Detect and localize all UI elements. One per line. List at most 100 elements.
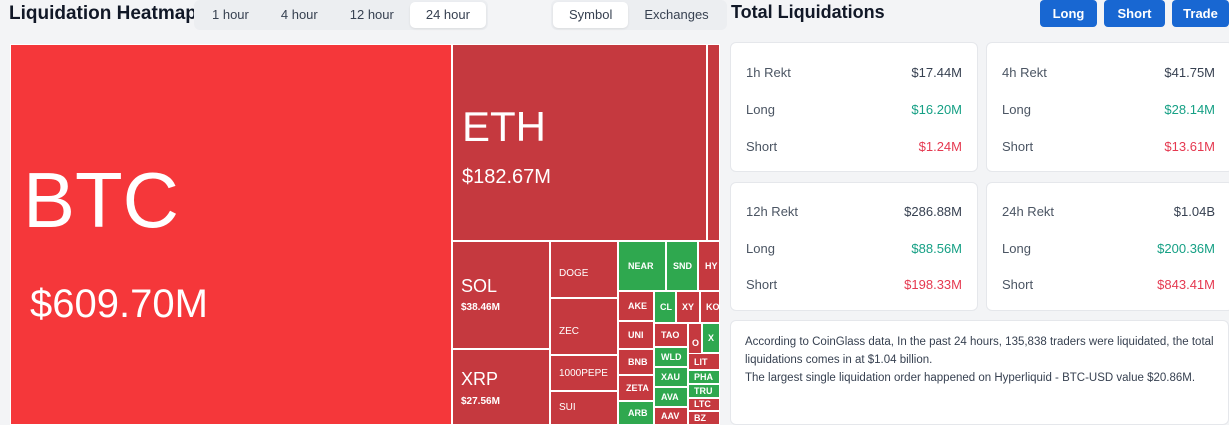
short-label: Short — [746, 277, 778, 292]
tile-symbol: LTC — [694, 399, 711, 409]
timeframe-selector: 1 hour 4 hour 12 hour 24 hour — [194, 0, 488, 30]
tile-doge[interactable]: DOGE — [550, 241, 618, 298]
trade-button[interactable]: Trade — [1172, 0, 1229, 27]
view-exchanges[interactable]: Exchanges — [644, 7, 709, 22]
rekt-card-1h: 1h Rekt $17.44M Long $16.20M Short $1.24M — [730, 42, 978, 172]
long-value: $16.20M — [911, 102, 962, 117]
tile-symbol: UNI — [628, 330, 644, 340]
short-value: $13.61M — [1164, 139, 1215, 154]
tile-btc[interactable]: BTC $609.70M — [10, 44, 452, 425]
short-button[interactable]: Short — [1104, 0, 1165, 27]
short-label: Short — [1002, 139, 1034, 154]
tile-hy[interactable]: HY — [698, 241, 720, 291]
tile-uni[interactable]: UNI — [618, 321, 654, 349]
tile-near[interactable]: NEAR — [618, 241, 666, 291]
tile-symbol: TRU — [694, 386, 713, 396]
tile-symbol: ZETA — [626, 383, 649, 393]
tile-value: $182.67M — [462, 166, 551, 188]
tile-1000pepe[interactable]: 1000PEPE — [550, 355, 618, 391]
summary-line-2: The largest single liquidation order hap… — [745, 372, 1196, 384]
tile-symbol: CL — [660, 302, 672, 312]
tile-symbol: BZ — [694, 413, 706, 423]
tile-symbol: HY — [705, 261, 718, 271]
tile-symbol: ETH — [462, 103, 546, 150]
tile-bz[interactable]: BZ — [688, 411, 720, 425]
tile-sui[interactable]: SUI — [550, 391, 618, 425]
tile-ltc[interactable]: LTC — [688, 398, 720, 411]
timeframe-1-hour[interactable]: 1 hour — [212, 7, 249, 22]
tile-wld[interactable]: WLD — [654, 347, 688, 367]
tile-ava[interactable]: AVA — [654, 387, 688, 407]
short-value: $1.24M — [918, 139, 962, 154]
tile-pha[interactable]: PHA — [688, 370, 720, 384]
tile-symbol: XY — [682, 302, 695, 312]
long-label: Long — [1002, 102, 1031, 117]
tile-zec[interactable]: ZEC — [550, 298, 618, 355]
long-value: $88.56M — [911, 241, 962, 256]
tile-symbol: DOGE — [559, 268, 589, 279]
tile-symbol: ZEC — [559, 326, 579, 337]
tile-symbol: TAO — [661, 330, 680, 340]
tile-partial[interactable] — [707, 44, 720, 241]
short-value: $198.33M — [904, 277, 962, 292]
tile-symbol: SUI — [559, 402, 576, 413]
tile-xy[interactable]: XY — [676, 291, 700, 323]
card-label: 4h Rekt — [1002, 65, 1047, 80]
tile-symbol: SOL — [461, 276, 498, 296]
tile-snd[interactable]: SND — [666, 241, 698, 291]
total-liquidations-title: Total Liquidations — [731, 2, 885, 22]
tile-symbol: NEAR — [628, 261, 654, 271]
liquidation-summary: According to CoinGlass data, In the past… — [730, 320, 1229, 425]
tile-ake[interactable]: AKE — [618, 291, 654, 321]
tile-tao[interactable]: TAO — [654, 323, 688, 347]
long-button[interactable]: Long — [1040, 0, 1097, 27]
tile-zeta[interactable]: ZETA — [618, 375, 654, 401]
tile-xau[interactable]: XAU — [654, 367, 688, 387]
tile-symbol: BNB — [628, 357, 648, 367]
card-label: 12h Rekt — [746, 204, 799, 219]
long-value: $28.14M — [1164, 102, 1215, 117]
tile-sol[interactable]: SOL $38.46M — [452, 241, 550, 349]
card-label: 24h Rekt — [1002, 204, 1055, 219]
tile-ko[interactable]: KO — [700, 291, 720, 323]
view-selector: Symbol Exchanges — [551, 0, 727, 30]
liquidation-heatmap: BTC $609.70M ETH $182.67M SOL $38.46M XR… — [10, 44, 720, 425]
tile-value: $609.70M — [30, 282, 208, 326]
card-label: 1h Rekt — [746, 65, 791, 80]
long-label: Long — [746, 241, 775, 256]
tile-eth[interactable]: ETH $182.67M — [452, 44, 707, 241]
tile-symbol: AKE — [628, 301, 648, 311]
tile-tru[interactable]: TRU — [688, 384, 720, 398]
rekt-card-12h: 12h Rekt $286.88M Long $88.56M Short $198.3… — [730, 182, 978, 311]
tile-symbol: WLD — [661, 352, 682, 362]
tile-symbol: ARB — [628, 408, 648, 418]
card-total: $1.04B — [1173, 204, 1215, 219]
tile-symbol: BTC — [23, 156, 179, 244]
tile-symbol: SND — [673, 261, 693, 271]
tile-xrp[interactable]: XRP $27.56M — [452, 349, 550, 425]
short-label: Short — [1002, 277, 1034, 292]
tile-lit[interactable]: LIT — [688, 353, 720, 370]
view-symbol[interactable]: Symbol — [553, 2, 629, 28]
tile-symbol: LIT — [694, 357, 708, 367]
summary-line-1: According to CoinGlass data, In the past… — [745, 336, 1214, 366]
tile-symbol: X — [708, 333, 715, 343]
tile-arb[interactable]: ARB — [618, 401, 654, 425]
card-total: $286.88M — [904, 204, 962, 219]
short-label: Short — [746, 139, 778, 154]
tile-symbol: AVA — [661, 392, 679, 402]
rekt-card-24h: 24h Rekt $1.04B Long $200.36M Short $843.41… — [986, 182, 1229, 311]
tile-value: $38.46M — [461, 302, 500, 313]
tile-bnb[interactable]: BNB — [618, 349, 654, 375]
tile-symbol: KO — [706, 302, 720, 312]
timeframe-4-hour[interactable]: 4 hour — [280, 7, 318, 22]
timeframe-12-hour[interactable]: 12 hour — [349, 7, 394, 22]
tile-aav[interactable]: AAV — [654, 407, 688, 425]
tile-symbol: O — [692, 338, 700, 348]
tile-x[interactable]: X — [702, 323, 720, 353]
short-value: $843.41M — [1157, 277, 1215, 292]
tile-symbol: XRP — [461, 369, 499, 389]
tile-cl[interactable]: CL — [654, 291, 676, 323]
timeframe-24-hour[interactable]: 24 hour — [409, 2, 486, 28]
card-total: $17.44M — [911, 65, 962, 80]
